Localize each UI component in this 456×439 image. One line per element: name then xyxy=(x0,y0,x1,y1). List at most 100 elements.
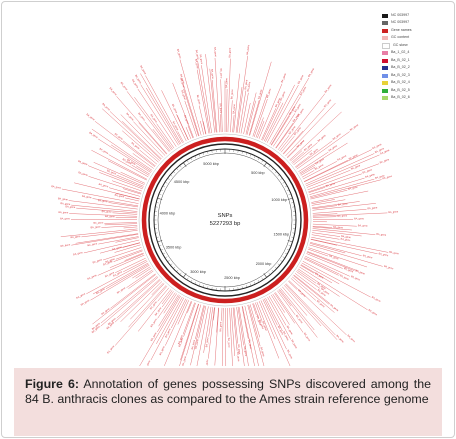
snp-line xyxy=(183,302,196,337)
legend-swatch xyxy=(382,36,388,41)
snp-line xyxy=(186,304,202,356)
snp-line xyxy=(197,69,210,134)
snp-line xyxy=(177,131,184,143)
snp-line xyxy=(268,296,287,326)
snp-line xyxy=(69,213,138,217)
legend-label: Ba_B_02_2 xyxy=(391,65,410,70)
snp-line xyxy=(235,86,243,133)
gene-label: BA_gene xyxy=(210,69,214,80)
gene-label: BA_gene xyxy=(195,50,200,61)
snp-line xyxy=(312,209,367,214)
snp-line xyxy=(301,262,340,285)
snp-line xyxy=(299,142,348,174)
tick-mark xyxy=(198,283,200,287)
outer-thin-ring xyxy=(138,133,312,307)
tick-mark xyxy=(271,168,274,171)
snp-line xyxy=(310,239,337,246)
gene-label: BA_gene xyxy=(314,272,325,280)
snp-line xyxy=(105,263,149,289)
snp-line xyxy=(310,238,378,254)
snp-line xyxy=(203,121,207,135)
snp-line xyxy=(212,79,218,133)
gene-label: BA_gene xyxy=(323,98,332,108)
legend-item: Ba_B_02_1 xyxy=(382,57,434,65)
snp-line xyxy=(279,289,318,338)
gene-label: BA_gene xyxy=(149,300,158,310)
snp-line xyxy=(309,244,383,267)
snp-line xyxy=(301,170,315,178)
snp-line xyxy=(306,253,343,269)
tick-mark xyxy=(190,279,193,283)
snp-line xyxy=(252,93,268,137)
snp-line xyxy=(312,205,338,209)
legend-swatch xyxy=(382,73,388,78)
gene-label: BA_gene xyxy=(99,148,110,156)
gene-label: BA_gene xyxy=(180,90,186,101)
gene-label: BA_gene xyxy=(205,359,209,366)
snp-line xyxy=(196,306,209,367)
snp-line xyxy=(312,213,338,216)
snp-line xyxy=(277,290,296,315)
snp-line xyxy=(122,121,162,160)
snp-line xyxy=(150,297,184,361)
snp-line xyxy=(270,96,301,146)
legend-swatch xyxy=(382,96,388,101)
snp-line xyxy=(282,286,308,316)
snp-line xyxy=(258,301,276,340)
snp-line xyxy=(290,150,303,162)
snp-line xyxy=(308,173,362,193)
tick-mark xyxy=(176,269,179,272)
snp-line xyxy=(307,251,359,272)
legend-item: GC content xyxy=(382,35,434,43)
gene-label: BA_gene xyxy=(228,47,231,58)
tick-mark xyxy=(211,287,213,290)
tick-mark xyxy=(194,281,196,285)
snp-line xyxy=(115,257,146,273)
gene-label: BA_gene xyxy=(106,321,116,330)
gene-label: BA_gene xyxy=(219,103,222,114)
tick-mark xyxy=(162,252,166,255)
kbp-label: 2500 kbp xyxy=(224,276,240,280)
snp-line xyxy=(124,252,144,261)
snp-line xyxy=(300,265,314,274)
gene-label: BA_gene xyxy=(154,306,163,316)
snp-line xyxy=(261,108,277,140)
gene-label: BA_gene xyxy=(179,74,185,85)
tick-mark xyxy=(179,165,182,168)
snp-line xyxy=(299,266,368,310)
snp-line xyxy=(126,269,153,288)
legend-item: Gene names xyxy=(382,27,434,35)
snp-line xyxy=(255,117,264,138)
tick-mark xyxy=(207,286,209,289)
gene-label: BA_gene xyxy=(87,242,98,247)
snp-line xyxy=(93,162,145,185)
gene-label: BA_gene xyxy=(297,107,306,117)
snp-line xyxy=(71,234,139,246)
tick-mark xyxy=(241,286,243,289)
snp-line xyxy=(156,296,183,344)
tick-mark xyxy=(257,157,260,161)
tick-mark xyxy=(254,155,256,159)
gene-label: BA_gene xyxy=(375,174,386,180)
tick-mark xyxy=(287,240,293,243)
gene-label: BA_gene xyxy=(150,114,159,124)
gene-label: BA_gene xyxy=(288,125,297,135)
gene-label: BA_gene xyxy=(340,238,351,243)
tick-mark xyxy=(263,162,267,167)
snp-line xyxy=(104,222,138,224)
gene-label: BA_gene xyxy=(106,169,117,176)
snp-line xyxy=(152,128,171,152)
legend-swatch xyxy=(382,28,388,33)
legend-label: GC content xyxy=(391,35,410,40)
snp-line xyxy=(221,307,223,321)
gene-label: BA_gene xyxy=(378,252,389,257)
gene-label: BA_gene xyxy=(349,123,359,132)
tick-mark xyxy=(173,171,176,174)
snp-line xyxy=(101,225,138,228)
snp-line xyxy=(242,306,257,373)
tick-mark xyxy=(165,256,168,259)
snp-line xyxy=(112,180,142,192)
tick-mark xyxy=(288,245,292,247)
snp-line xyxy=(146,87,181,145)
snp-line xyxy=(283,108,325,155)
